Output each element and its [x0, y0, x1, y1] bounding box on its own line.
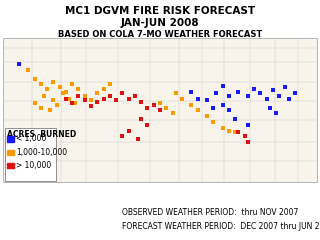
- Point: [76, 94, 81, 98]
- Point: [252, 87, 257, 91]
- Point: [227, 129, 232, 132]
- Point: [236, 130, 241, 134]
- Text: FORECAST WEATHER PERIOD:  DEC 2007 thru JUN 2008: FORECAST WEATHER PERIOD: DEC 2007 thru J…: [122, 222, 320, 231]
- Point: [51, 80, 56, 84]
- Text: 1,000-10,000: 1,000-10,000: [16, 148, 68, 157]
- Point: [189, 90, 194, 94]
- Point: [214, 91, 219, 95]
- Point: [51, 98, 56, 102]
- Point: [76, 87, 81, 91]
- Text: MC1 DGVM FIRE RISK FORECAST: MC1 DGVM FIRE RISK FORECAST: [65, 6, 255, 16]
- Point: [126, 97, 131, 101]
- Point: [41, 94, 46, 98]
- Point: [211, 106, 216, 109]
- Point: [227, 108, 232, 112]
- Point: [107, 83, 112, 86]
- Point: [32, 101, 37, 105]
- Point: [283, 85, 288, 89]
- Point: [107, 94, 112, 98]
- Text: > 10,000: > 10,000: [16, 161, 52, 170]
- Point: [120, 134, 125, 138]
- Bar: [3, 38, 317, 182]
- Point: [63, 97, 68, 101]
- Point: [195, 108, 200, 112]
- Point: [95, 91, 100, 95]
- Text: JAN-JUN 2008: JAN-JUN 2008: [121, 18, 199, 28]
- Point: [270, 88, 276, 92]
- Bar: [5, 128, 56, 181]
- Point: [88, 98, 93, 102]
- Point: [276, 94, 282, 98]
- Point: [48, 108, 53, 112]
- Point: [16, 62, 21, 66]
- Point: [204, 114, 210, 118]
- Point: [220, 126, 225, 130]
- Bar: [7, 150, 14, 155]
- Point: [95, 100, 100, 104]
- Text: ACRES  BURNED: ACRES BURNED: [7, 130, 76, 139]
- Point: [139, 117, 144, 121]
- Text: OBSERVED WEATHER PERIOD:  thru NOV 2007: OBSERVED WEATHER PERIOD: thru NOV 2007: [122, 208, 298, 216]
- Bar: [7, 163, 14, 168]
- Point: [233, 117, 238, 121]
- Point: [267, 106, 272, 109]
- Point: [63, 90, 68, 94]
- Point: [242, 134, 247, 138]
- Point: [70, 83, 75, 86]
- Text: < 1,000: < 1,000: [16, 134, 47, 144]
- Point: [286, 97, 291, 101]
- Point: [67, 97, 72, 101]
- Point: [44, 87, 50, 91]
- Point: [180, 97, 185, 101]
- Point: [164, 106, 169, 109]
- Point: [245, 123, 250, 127]
- Point: [236, 90, 241, 94]
- Point: [120, 91, 125, 95]
- Point: [227, 94, 232, 98]
- Point: [189, 103, 194, 107]
- Point: [26, 68, 31, 72]
- Point: [101, 87, 106, 91]
- Point: [245, 140, 250, 144]
- Text: BASED ON COLA 7-MO WEATHER FORECAST: BASED ON COLA 7-MO WEATHER FORECAST: [58, 30, 262, 39]
- Point: [54, 103, 59, 107]
- Point: [114, 98, 119, 102]
- Point: [82, 98, 87, 102]
- Point: [38, 83, 44, 86]
- Point: [60, 91, 65, 95]
- Point: [151, 103, 156, 107]
- Point: [204, 98, 210, 102]
- Point: [70, 101, 75, 105]
- Point: [292, 91, 297, 95]
- Point: [73, 101, 78, 105]
- Point: [245, 94, 250, 98]
- Point: [145, 123, 150, 127]
- Point: [211, 120, 216, 124]
- Point: [220, 103, 225, 107]
- Point: [135, 137, 140, 141]
- Point: [145, 106, 150, 109]
- Point: [82, 94, 87, 98]
- Point: [38, 106, 44, 109]
- Point: [274, 111, 279, 115]
- Point: [233, 130, 238, 134]
- Point: [101, 97, 106, 101]
- Point: [220, 84, 225, 88]
- Point: [157, 108, 163, 112]
- Point: [170, 111, 175, 115]
- Point: [264, 97, 269, 101]
- Point: [88, 104, 93, 108]
- Point: [195, 97, 200, 101]
- Point: [258, 91, 263, 95]
- Point: [32, 77, 37, 81]
- Bar: [7, 136, 14, 142]
- Point: [157, 101, 163, 105]
- Point: [173, 91, 178, 95]
- Point: [57, 85, 62, 89]
- Point: [126, 129, 131, 132]
- Point: [132, 94, 138, 98]
- Point: [139, 100, 144, 104]
